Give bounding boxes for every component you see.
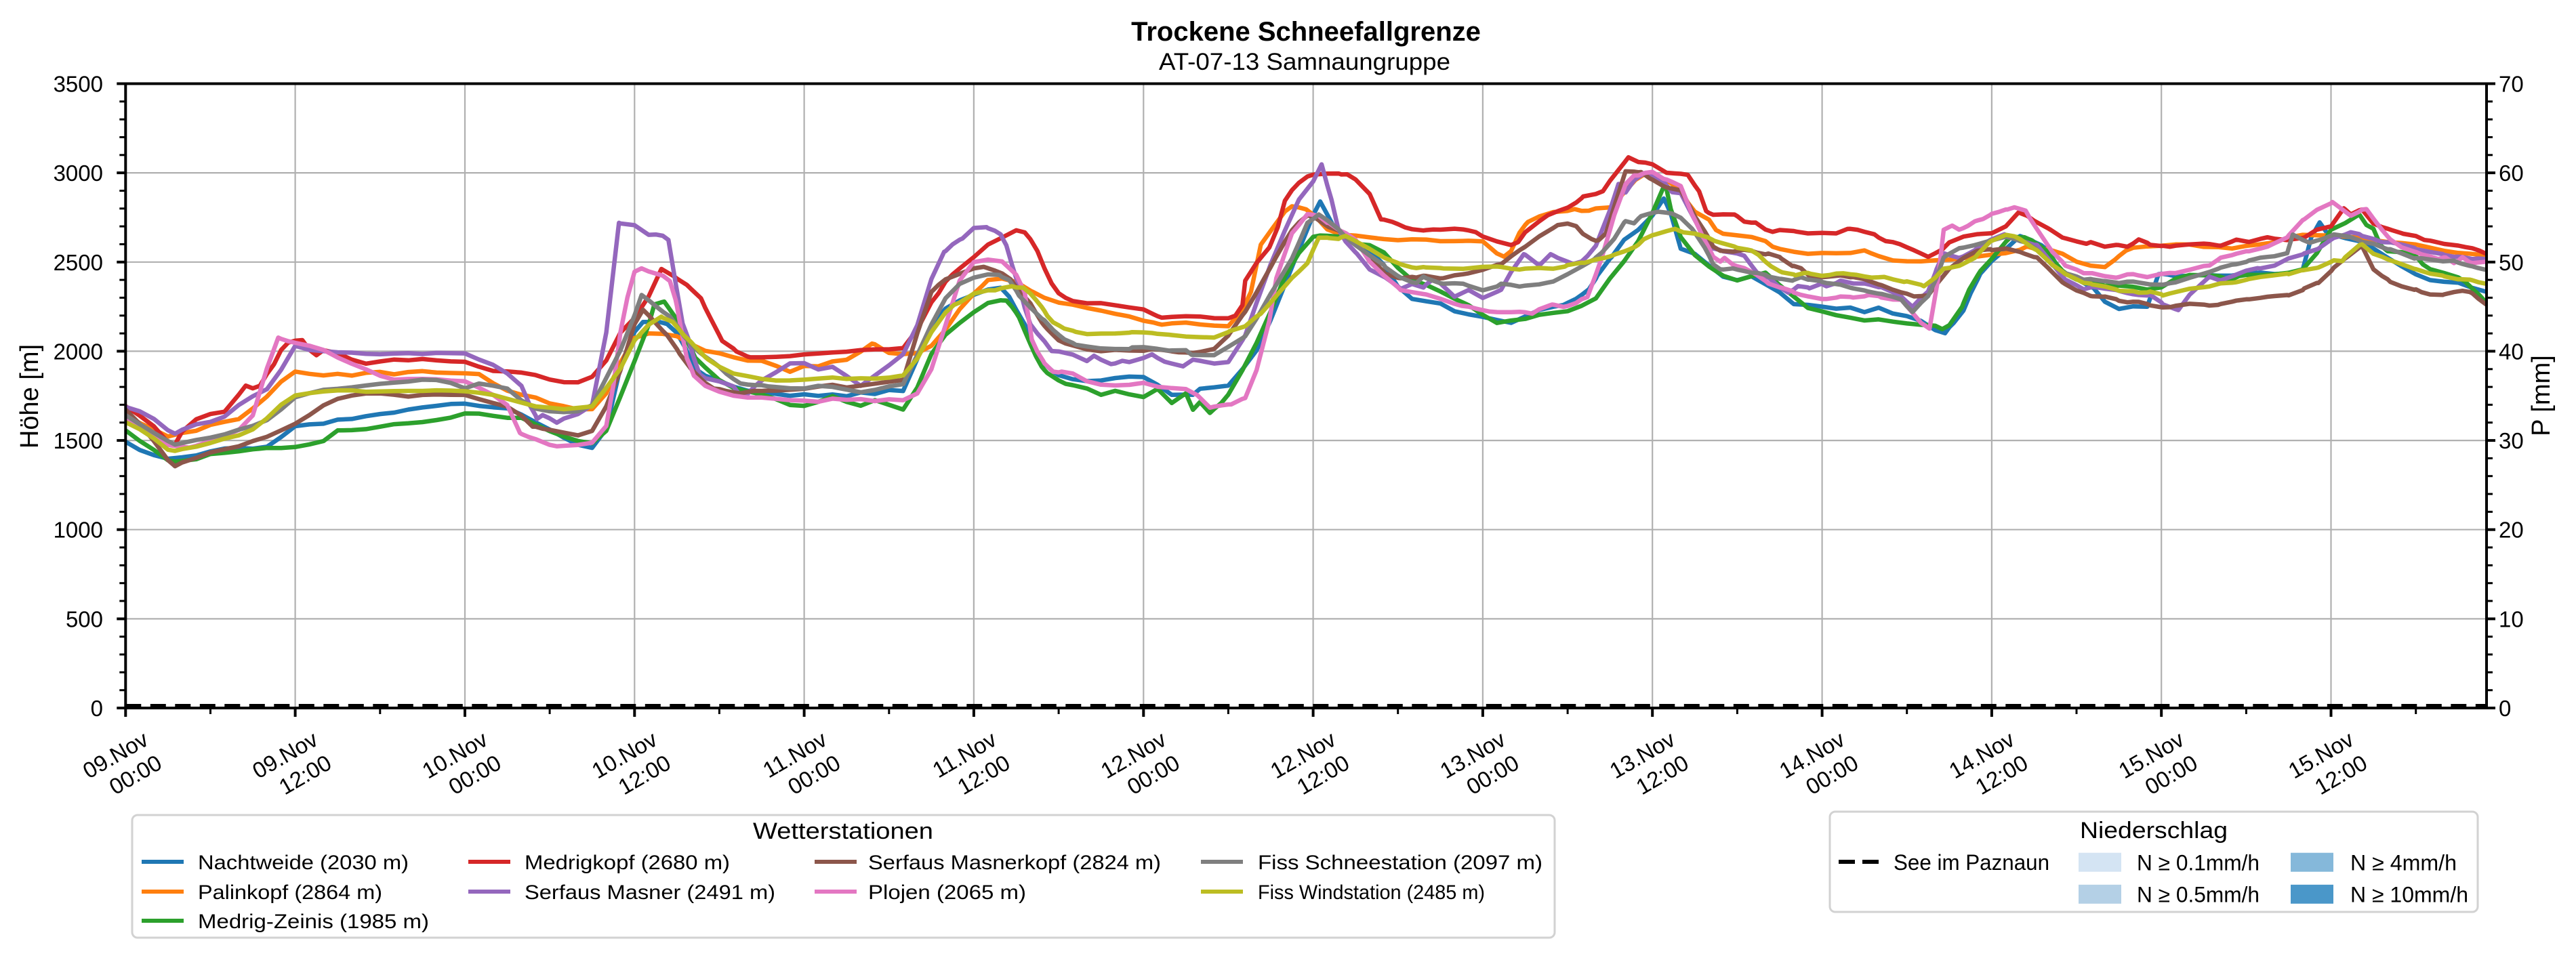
svg-text:3500: 3500	[54, 72, 103, 97]
svg-text:Medrig-Zeinis (1985 m): Medrig-Zeinis (1985 m)	[198, 911, 429, 933]
svg-text:10: 10	[2499, 606, 2524, 631]
svg-text:N ≥ 4mm/h: N ≥ 4mm/h	[2350, 851, 2457, 875]
svg-text:Fiss Schneestation (2097 m): Fiss Schneestation (2097 m)	[1258, 852, 1542, 874]
svg-text:3000: 3000	[54, 161, 103, 186]
svg-text:Fiss Windstation (2485 m): Fiss Windstation (2485 m)	[1258, 881, 1485, 904]
svg-text:40: 40	[2499, 339, 2524, 364]
svg-text:Höhe [m]: Höhe [m]	[16, 344, 44, 449]
svg-text:50: 50	[2499, 250, 2524, 275]
svg-text:60: 60	[2499, 161, 2524, 186]
svg-text:500: 500	[66, 606, 103, 631]
svg-text:Nachtweide (2030 m): Nachtweide (2030 m)	[198, 852, 409, 874]
svg-text:Wetterstationen: Wetterstationen	[753, 818, 933, 844]
svg-text:Niederschlag: Niederschlag	[2080, 818, 2228, 844]
svg-text:Plojen (2065 m): Plojen (2065 m)	[868, 881, 1026, 904]
svg-text:0: 0	[91, 696, 103, 721]
svg-text:N ≥ 0.5mm/h: N ≥ 0.5mm/h	[2137, 883, 2260, 907]
svg-text:AT-07-13 Samnaungruppe: AT-07-13 Samnaungruppe	[1159, 49, 1450, 75]
svg-text:N ≥ 0.1mm/h: N ≥ 0.1mm/h	[2137, 851, 2260, 875]
svg-text:0: 0	[2499, 696, 2511, 721]
svg-text:70: 70	[2499, 72, 2524, 97]
svg-text:2500: 2500	[54, 250, 103, 275]
svg-text:Serfaus Masnerkopf (2824 m): Serfaus Masnerkopf (2824 m)	[868, 852, 1161, 874]
svg-text:N ≥ 10mm/h: N ≥ 10mm/h	[2350, 883, 2468, 907]
svg-text:See im Paznaun: See im Paznaun	[1894, 850, 2049, 875]
svg-text:Trockene Schneefallgrenze: Trockene Schneefallgrenze	[1131, 17, 1481, 47]
svg-text:P [mm]: P [mm]	[2527, 355, 2556, 436]
svg-text:1500: 1500	[54, 428, 103, 453]
svg-text:1000: 1000	[54, 518, 103, 543]
svg-text:30: 30	[2499, 428, 2524, 453]
svg-text:Palinkopf (2864 m): Palinkopf (2864 m)	[198, 881, 382, 904]
svg-text:20: 20	[2499, 518, 2524, 543]
svg-text:Medrigkopf (2680 m): Medrigkopf (2680 m)	[525, 852, 730, 874]
svg-text:Serfaus Masner (2491 m): Serfaus Masner (2491 m)	[525, 881, 775, 904]
svg-text:2000: 2000	[54, 339, 103, 364]
